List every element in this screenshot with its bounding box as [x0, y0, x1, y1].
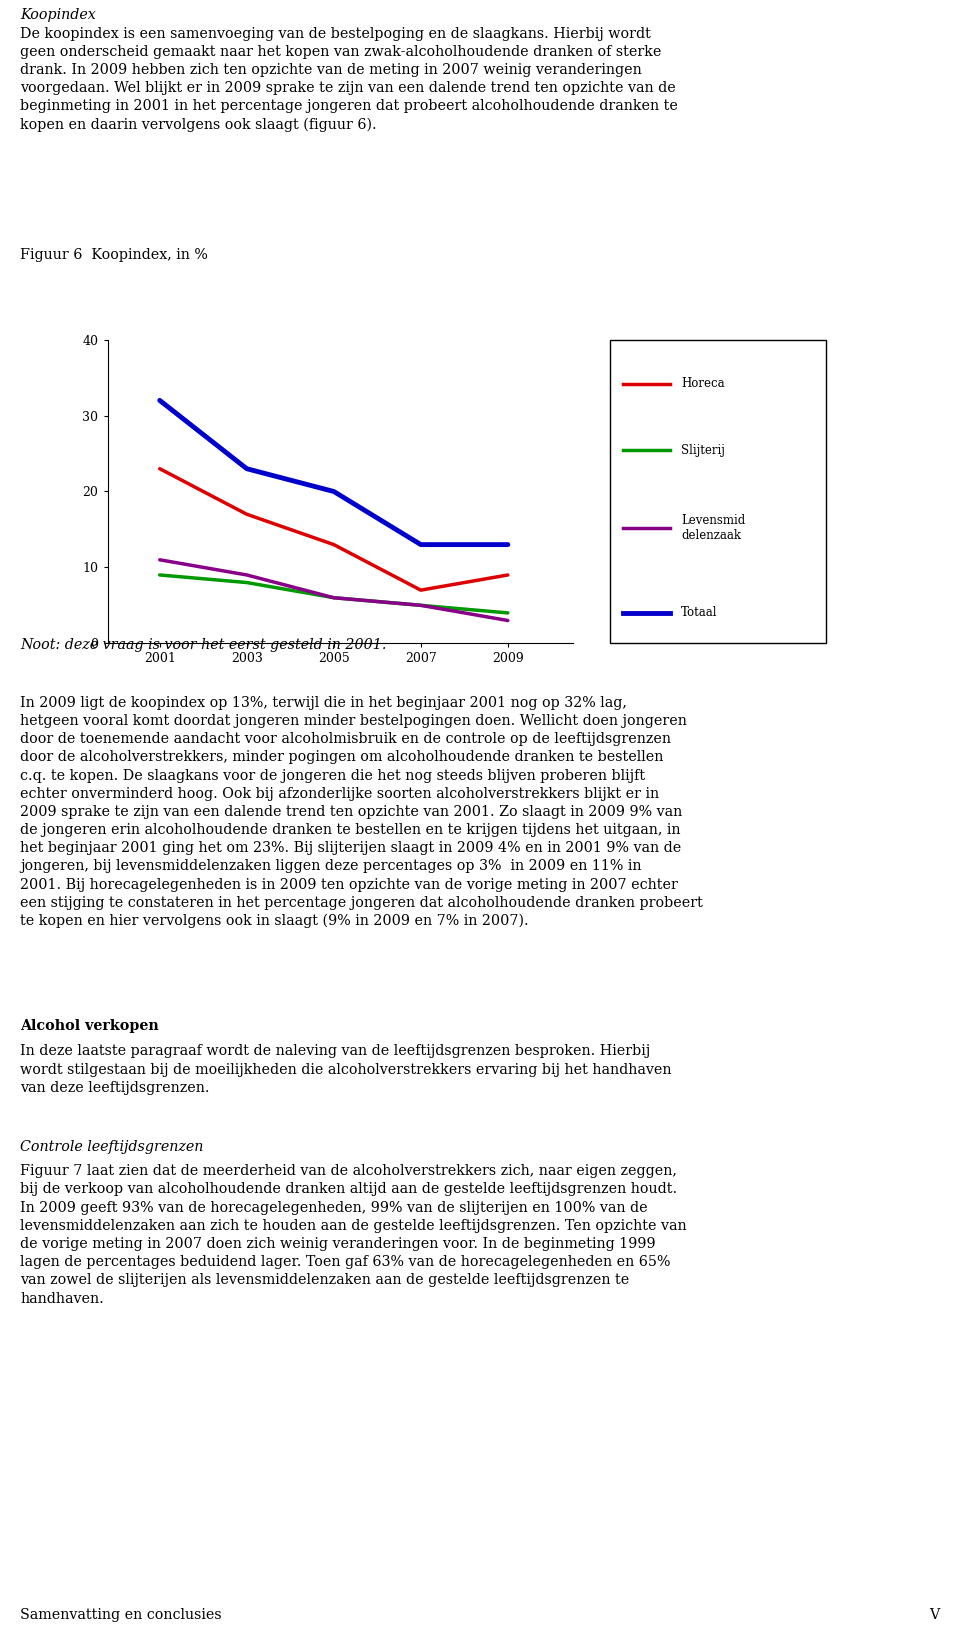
Text: Controle leeftijdsgrenzen: Controle leeftijdsgrenzen — [20, 1139, 204, 1154]
Text: De koopindex is een samenvoeging van de bestelpoging en de slaagkans. Hierbij wo: De koopindex is een samenvoeging van de … — [20, 26, 678, 131]
Text: Samenvatting en conclusies: Samenvatting en conclusies — [20, 1608, 222, 1623]
Text: Horeca: Horeca — [681, 377, 725, 391]
Text: Slijterij: Slijterij — [681, 445, 725, 456]
Text: Figuur 7 laat zien dat de meerderheid van de alcoholverstrekkers zich, naar eige: Figuur 7 laat zien dat de meerderheid va… — [20, 1165, 686, 1306]
Text: In deze laatste paragraaf wordt de naleving van de leeftijdsgrenzen besproken. H: In deze laatste paragraaf wordt de nalev… — [20, 1044, 672, 1095]
Text: Levensmid
delenzaak: Levensmid delenzaak — [681, 514, 745, 542]
Text: In 2009 ligt de koopindex op 13%, terwijl die in het beginjaar 2001 nog op 32% l: In 2009 ligt de koopindex op 13%, terwij… — [20, 696, 703, 929]
Text: Figuur 6  Koopindex, in %: Figuur 6 Koopindex, in % — [20, 248, 208, 263]
Text: Noot: deze vraag is voor het eerst gesteld in 2001.: Noot: deze vraag is voor het eerst geste… — [20, 637, 387, 651]
Text: V: V — [929, 1608, 940, 1623]
Text: Koopindex: Koopindex — [20, 8, 96, 21]
Text: Totaal: Totaal — [681, 607, 717, 619]
Text: Alcohol verkopen: Alcohol verkopen — [20, 1019, 159, 1034]
